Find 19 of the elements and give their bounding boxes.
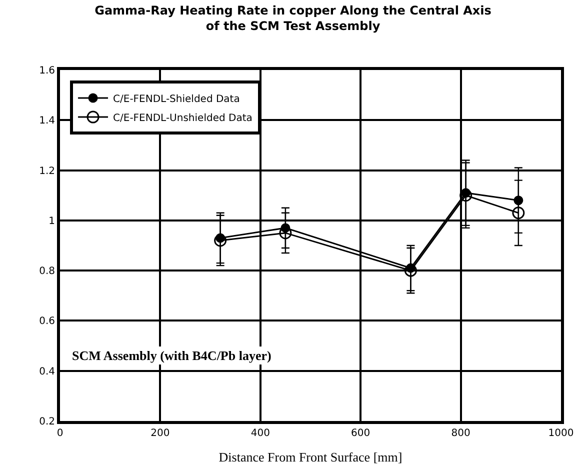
y-tick-label: 0.6 xyxy=(39,316,55,328)
x-tick-label: 0 xyxy=(56,428,64,439)
legend-label: C/E-FENDL-Shielded Data xyxy=(113,94,240,105)
x-tick-label: 800 xyxy=(451,428,470,439)
y-tick-label: 1 xyxy=(48,216,55,227)
x-axis-title: Distance From Front Surface [mm] xyxy=(218,450,402,465)
x-tick-label: 200 xyxy=(150,428,170,439)
y-tick-label: 1.6 xyxy=(39,66,55,76)
x-tick-label: 1000 xyxy=(548,428,574,439)
y-tick-label: 0.4 xyxy=(39,366,55,378)
y-tick-label: 1.4 xyxy=(39,116,55,127)
x-tick-label: 600 xyxy=(351,428,370,439)
x-tick-label: 400 xyxy=(250,428,270,439)
y-tick-label: 0.8 xyxy=(39,266,55,278)
legend-label: C/E-FENDL-Unshielded Data xyxy=(113,112,252,124)
y-tick-label: 0.2 xyxy=(39,416,55,428)
annotation: SCM Assembly (with B4C/Pb layer) xyxy=(72,348,272,363)
chart-title: Gamma-Ray Heating Rate in copper Along the Central Axis of the SCM Test Assembly xyxy=(94,3,492,33)
y-tick-label: 1.2 xyxy=(39,166,55,177)
